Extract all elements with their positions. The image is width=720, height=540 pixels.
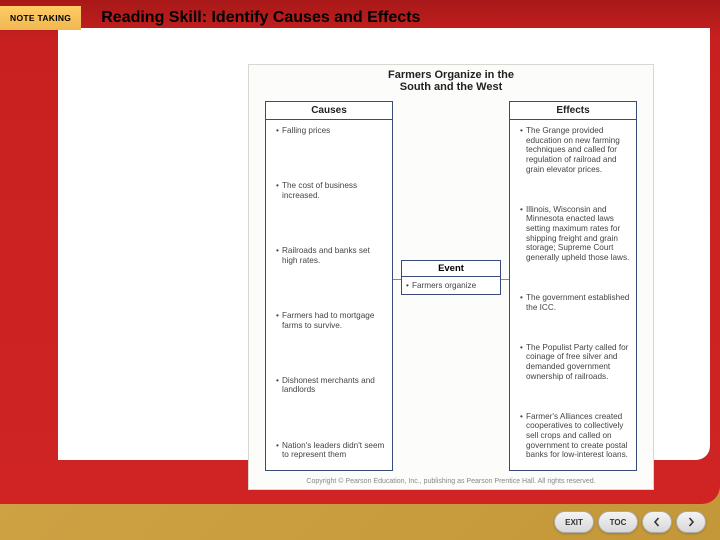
connector-left <box>393 279 401 280</box>
cause-item: Falling prices <box>276 126 386 136</box>
cause-item: Nation's leaders didn't seem to represen… <box>276 441 386 460</box>
effects-column: Effects The Grange provided education on… <box>509 101 637 471</box>
effects-header: Effects <box>510 102 636 120</box>
causes-body: Falling prices The cost of business incr… <box>266 120 392 466</box>
causes-header: Causes <box>266 102 392 120</box>
event-box: Event Farmers organize <box>401 260 501 295</box>
next-button[interactable] <box>676 511 706 533</box>
connector-right <box>501 279 509 280</box>
effect-item: The Populist Party called for coinage of… <box>520 343 630 382</box>
diagram-title-line2: South and the West <box>400 81 502 93</box>
exit-button[interactable]: EXIT <box>554 511 594 533</box>
cause-item: Dishonest merchants and landlords <box>276 376 386 395</box>
causes-column: Causes Falling prices The cost of busine… <box>265 101 393 471</box>
copyright-text: Copyright © Pearson Education, Inc., pub… <box>249 478 653 485</box>
gold-frame: NOTE TAKING Reading Skill: Identify Caus… <box>0 0 720 540</box>
cause-item: The cost of business increased. <box>276 181 386 200</box>
effect-item: Illinois, Wisconsin and Minnesota enacte… <box>520 205 630 263</box>
chevron-right-icon <box>686 517 696 527</box>
bottom-nav: EXIT TOC <box>0 504 720 540</box>
effect-item: Farmer's Alliances created cooperatives … <box>520 412 630 460</box>
cause-item: Railroads and banks set high rates. <box>276 246 386 265</box>
event-header: Event <box>402 261 500 277</box>
prev-button[interactable] <box>642 511 672 533</box>
cause-item: Farmers had to mortgage farms to survive… <box>276 311 386 330</box>
event-text: Farmers organize <box>402 277 500 294</box>
diagram-title-line1: Farmers Organize in the <box>388 69 514 81</box>
header-bar: NOTE TAKING Reading Skill: Identify Caus… <box>0 4 720 32</box>
chevron-left-icon <box>652 517 662 527</box>
effect-item: The government established the ICC. <box>520 293 630 312</box>
note-taking-tab: NOTE TAKING <box>0 6 81 30</box>
content-panel: Farmers Organize in the South and the We… <box>58 28 710 460</box>
effects-body: The Grange provided education on new far… <box>510 120 636 466</box>
cause-effect-diagram: Farmers Organize in the South and the We… <box>248 64 654 490</box>
effect-item: The Grange provided education on new far… <box>520 126 630 174</box>
diagram-title: Farmers Organize in the South and the We… <box>249 65 653 95</box>
page-title: Reading Skill: Identify Causes and Effec… <box>101 9 420 27</box>
red-frame: NOTE TAKING Reading Skill: Identify Caus… <box>0 0 720 504</box>
toc-button[interactable]: TOC <box>598 511 638 533</box>
